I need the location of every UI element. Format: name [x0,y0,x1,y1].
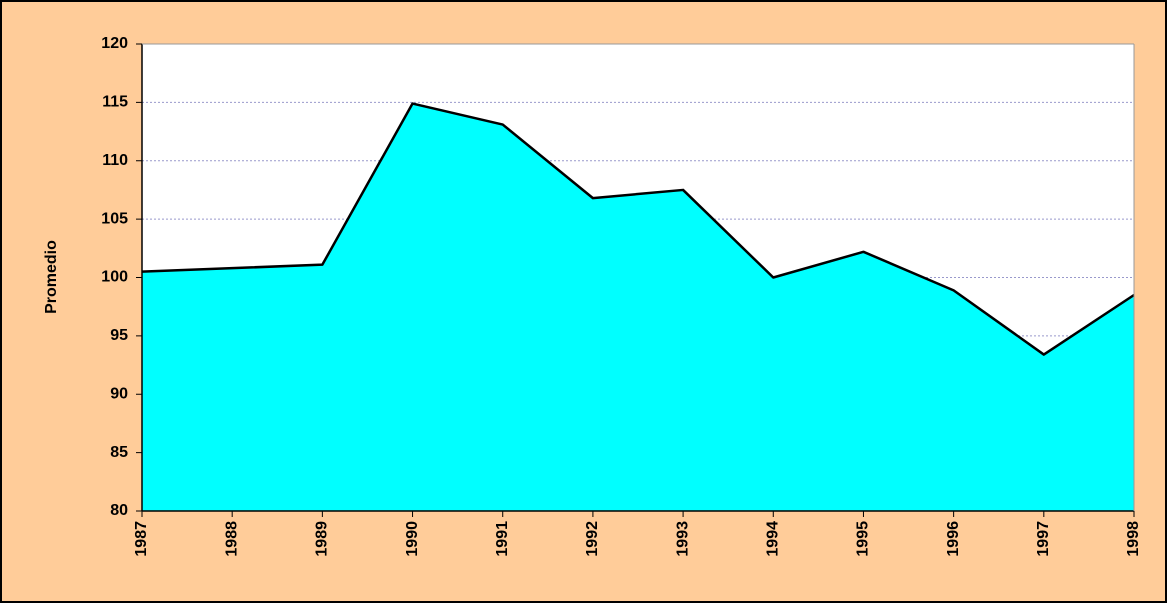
y-tick-label: 90 [110,385,128,402]
x-tick-label: 1988 [223,521,240,557]
y-tick-label: 85 [110,444,128,461]
area-fill [142,103,1134,511]
y-tick-label: 120 [101,35,128,52]
x-tick-label: 1987 [133,521,150,557]
x-tick-label: 1994 [764,521,781,557]
x-tick-label: 1992 [584,521,601,557]
y-axis-label: Promedio [43,240,60,314]
y-tick-label: 95 [110,327,128,344]
y-tick-label: 100 [101,269,128,286]
x-tick-label: 1996 [945,521,962,557]
y-tick-label: 115 [102,94,128,111]
x-tick-label: 1993 [674,521,691,557]
x-tick-label: 1990 [404,521,421,557]
x-tick-label: 1989 [314,521,331,557]
y-tick-label: 105 [101,210,128,227]
y-tick-label: 110 [102,152,128,169]
x-tick-label: 1991 [494,521,511,557]
y-tick-label: 80 [110,502,128,519]
x-tick-label: 1998 [1125,521,1142,557]
area-line [141,102,1135,356]
x-tick-label: 1995 [855,521,872,557]
x-tick-label: 1997 [1035,521,1052,557]
